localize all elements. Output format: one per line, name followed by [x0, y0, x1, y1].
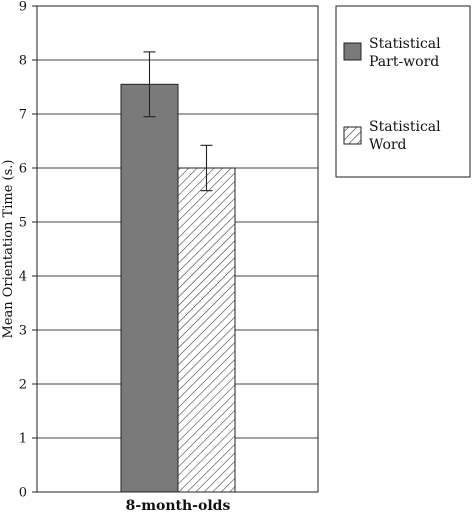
x-category-label: 8-month-olds	[126, 498, 231, 514]
y-tick-label: 6	[19, 162, 27, 177]
y-tick-label: 7	[19, 108, 27, 123]
legend-label-word: Statistical Word	[369, 119, 445, 153]
y-axis-title: Mean Orientation Time (s.)	[1, 160, 16, 339]
error-bar	[200, 144, 213, 192]
legend-line-1: Statistical	[369, 36, 441, 52]
y-tick-label: 1	[19, 432, 27, 447]
legend-line-1: Statistical	[369, 119, 441, 135]
legend-swatch-part-word	[343, 42, 362, 61]
y-tick-label: 2	[19, 378, 27, 393]
y-tick-label: 5	[19, 216, 27, 231]
y-tick-label: 0	[19, 486, 27, 501]
legend-line-2: Word	[369, 137, 407, 153]
y-tick-label: 8	[19, 54, 27, 69]
legend-line-2: Part-word	[369, 54, 439, 70]
error-bars	[143, 51, 213, 192]
bars	[120, 83, 236, 493]
bar-statistical-word	[177, 167, 236, 493]
y-tick-label: 4	[19, 270, 27, 285]
legend-swatch-word	[343, 126, 362, 145]
legend-label-part-word: Statistical Part-word	[369, 36, 445, 70]
legend: Statistical Part-word Statistical Word	[335, 5, 471, 178]
y-axis-ticks: 0 1 2 3 4 5 6 7 8 9	[19, 0, 37, 501]
legend-box	[335, 5, 471, 178]
y-tick-label: 9	[19, 0, 27, 15]
bar-statistical-part-word	[120, 83, 179, 493]
error-bar	[143, 51, 156, 118]
y-tick-label: 3	[19, 324, 27, 339]
